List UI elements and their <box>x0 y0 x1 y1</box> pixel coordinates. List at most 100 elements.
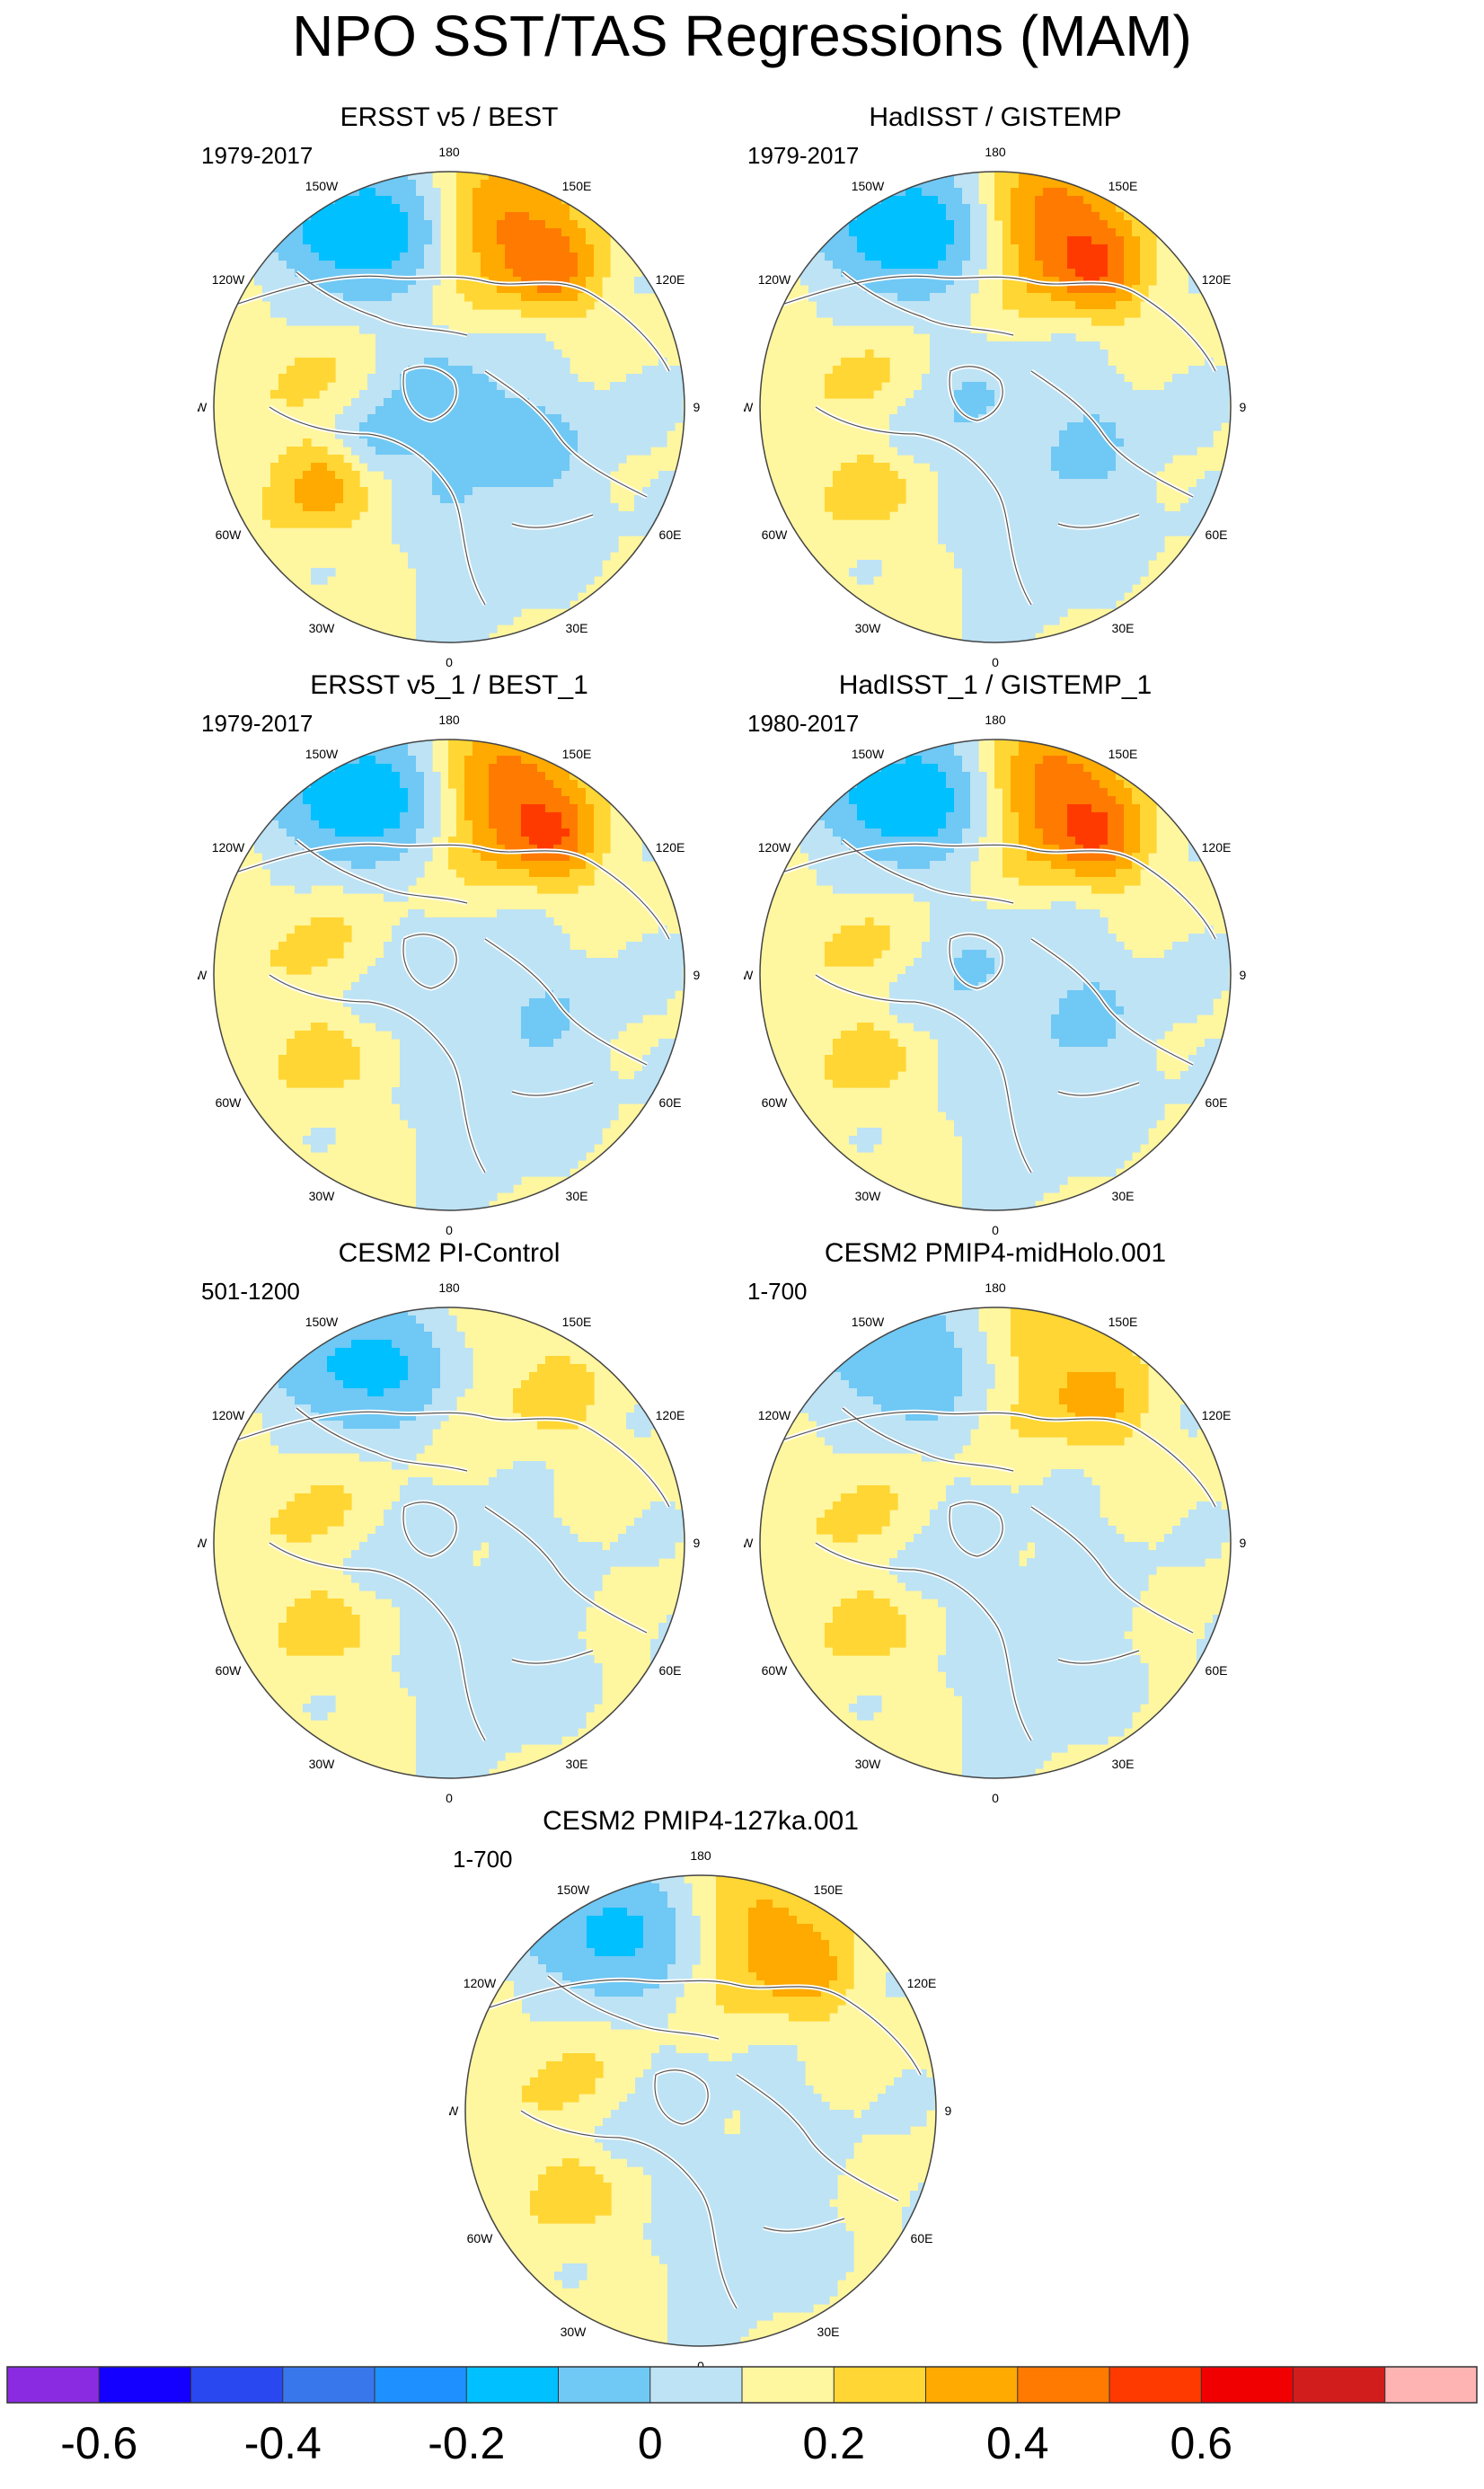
anomaly-cell <box>1108 487 1117 496</box>
anomaly-cell <box>570 780 579 789</box>
anomaly-cell <box>578 812 587 821</box>
anomaly-cell <box>513 228 522 237</box>
anomaly-cell <box>359 277 368 286</box>
anomaly-cell <box>521 820 530 829</box>
anomaly-cell <box>1067 414 1076 423</box>
anomaly-cell <box>473 568 481 577</box>
anomaly-cell <box>849 511 858 520</box>
anomaly-cell <box>800 196 809 205</box>
anomaly-cell <box>351 837 360 846</box>
anomaly-cell <box>978 455 987 464</box>
anomaly-cell <box>594 430 603 439</box>
anomaly-cell <box>914 188 923 197</box>
anomaly-cell <box>841 511 850 520</box>
anomaly-cell <box>497 220 506 229</box>
anomaly-cell <box>505 861 514 870</box>
anomaly-cell <box>650 503 659 512</box>
anomaly-cell <box>986 503 995 512</box>
anomaly-cell <box>408 358 417 367</box>
anomaly-cell <box>513 495 522 504</box>
anomaly-cell <box>505 837 514 846</box>
anomaly-cell <box>473 748 481 757</box>
anomaly-cell <box>545 552 554 561</box>
anomaly-cell <box>1067 447 1076 456</box>
anomaly-cell <box>808 212 817 221</box>
anomaly-cell <box>978 228 987 237</box>
anomaly-cell <box>529 212 538 221</box>
anomaly-cell <box>970 188 979 197</box>
anomaly-cell <box>351 479 360 488</box>
anomaly-cell <box>311 471 320 480</box>
anomaly-cell <box>327 317 336 326</box>
anomaly-cell <box>889 261 898 270</box>
anomaly-cell <box>448 527 457 536</box>
anomaly-cell <box>489 212 498 221</box>
anomaly-cell <box>1051 560 1060 569</box>
anomaly-cell <box>881 261 890 270</box>
anomaly-cell <box>287 869 296 878</box>
anomaly-cell <box>448 608 457 617</box>
anomaly-cell <box>497 764 506 773</box>
anomaly-cell <box>1019 244 1028 253</box>
anomaly-cell <box>1035 511 1044 520</box>
anomaly-cell <box>489 463 498 472</box>
anomaly-cell <box>521 438 530 447</box>
anomaly-cell <box>578 406 587 415</box>
anomaly-cell <box>1213 479 1222 488</box>
anomaly-cell <box>392 406 401 415</box>
anomaly-cell <box>367 228 376 237</box>
anomaly-cell <box>375 756 384 765</box>
anomaly-cell <box>521 463 530 472</box>
anomaly-cell <box>473 447 481 456</box>
anomaly-cell <box>1027 438 1036 447</box>
anomaly-cell <box>513 828 522 837</box>
anomaly-cell <box>311 861 320 870</box>
anomaly-cell <box>311 228 320 237</box>
anomaly-cell <box>246 252 255 261</box>
anomaly-cell <box>456 447 465 456</box>
anomaly-cell <box>521 495 530 504</box>
anomaly-cell <box>537 576 546 585</box>
anomaly-cell <box>1108 479 1117 488</box>
anomaly-cell <box>1116 438 1125 447</box>
anomaly-cell <box>392 463 401 472</box>
anomaly-cell <box>497 934 506 943</box>
anomaly-cell <box>1124 252 1133 261</box>
anomaly-cell <box>800 220 809 229</box>
anomaly-cell <box>889 180 898 189</box>
anomaly-cell <box>865 471 874 480</box>
anomaly-cell <box>545 204 554 213</box>
anomaly-cell <box>1059 220 1068 229</box>
anomaly-cell <box>1140 536 1149 545</box>
anomaly-cell <box>456 212 465 221</box>
anomaly-cell <box>367 301 376 310</box>
anomaly-cell <box>561 780 570 789</box>
anomaly-cell <box>408 796 417 805</box>
anomaly-cell <box>481 455 490 464</box>
anomaly-cell <box>618 422 627 431</box>
anomaly-cell <box>400 511 409 520</box>
anomaly-cell <box>817 188 826 197</box>
anomaly-cell <box>1067 455 1076 464</box>
anomaly-cell <box>1035 552 1044 561</box>
anomaly-cell <box>416 748 425 757</box>
anomaly-cell <box>311 317 320 326</box>
anomaly-cell <box>343 285 352 294</box>
anomaly-cell <box>889 196 898 205</box>
anomaly-cell <box>800 277 809 286</box>
anomaly-cell <box>287 309 296 318</box>
anomaly-cell <box>351 511 360 520</box>
anomaly-cell <box>505 917 514 926</box>
anomaly-cell <box>400 796 409 805</box>
anomaly-cell <box>384 893 393 902</box>
anomaly-cell <box>367 212 376 221</box>
anomaly-cell <box>553 212 562 221</box>
anomaly-cell <box>424 934 433 943</box>
anomaly-cell <box>456 837 465 846</box>
anomaly-cell <box>1027 358 1036 367</box>
anomaly-cell <box>489 511 498 520</box>
anomaly-cell <box>440 382 449 391</box>
coastline <box>296 271 468 336</box>
anomaly-cell <box>1156 503 1165 512</box>
anomaly-cell <box>1132 301 1141 310</box>
